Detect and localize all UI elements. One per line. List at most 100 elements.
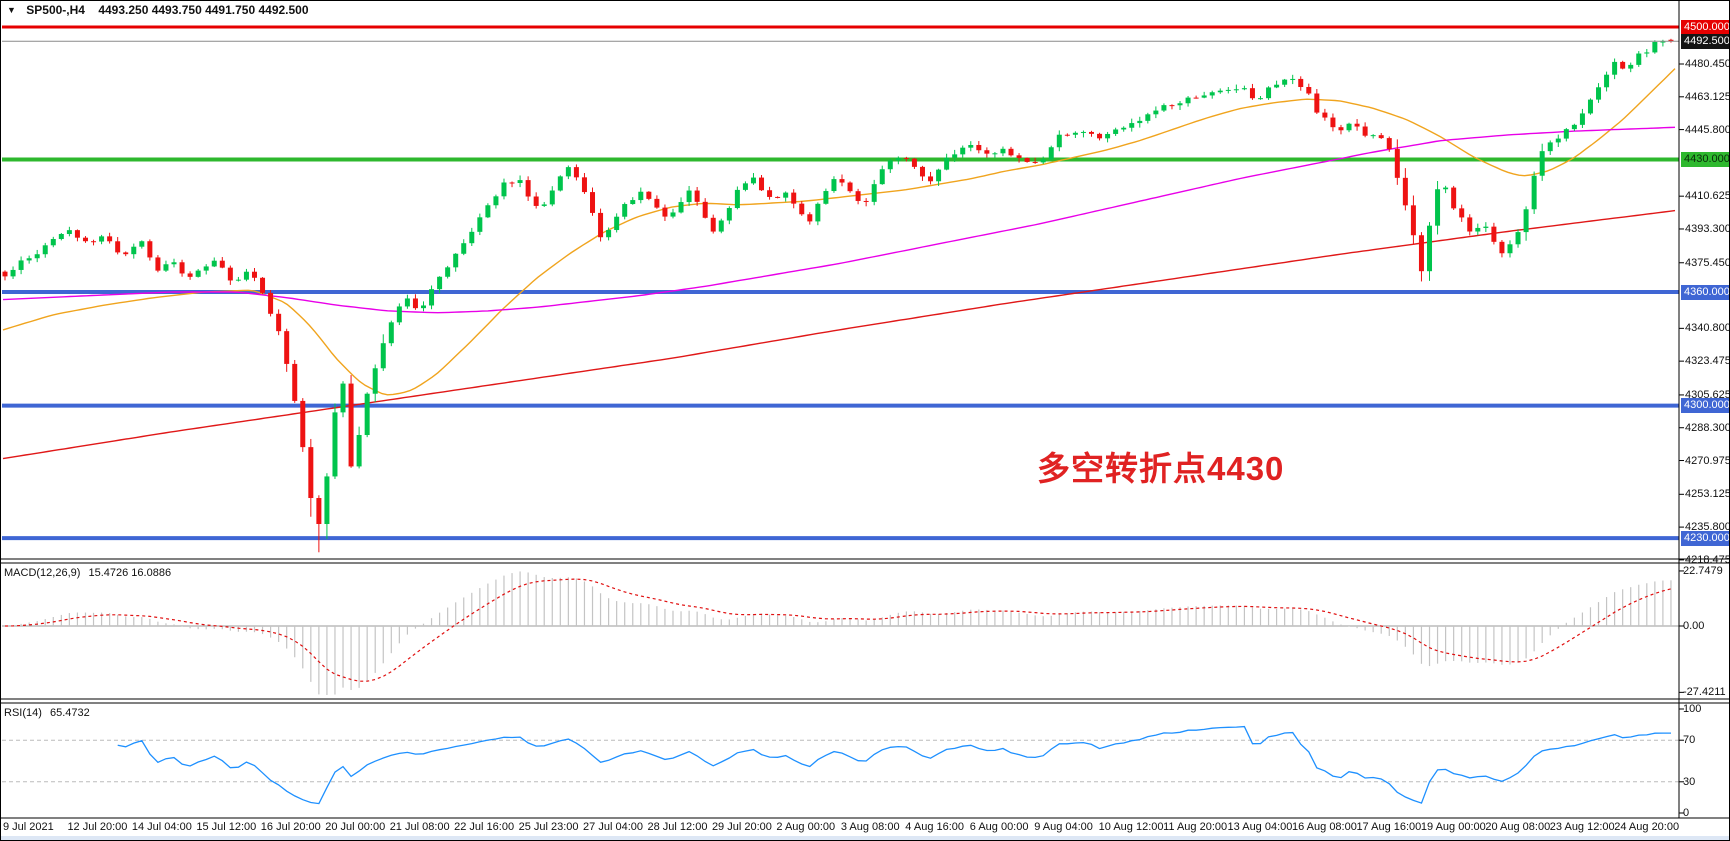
candle-body: [702, 201, 708, 218]
candle-body: [171, 262, 177, 265]
candle-body: [1121, 127, 1127, 130]
candle-body: [887, 160, 893, 170]
candle-body: [396, 306, 402, 323]
candle-body: [581, 177, 587, 193]
macd-plot: [2, 571, 1679, 695]
candle-body: [678, 202, 684, 213]
candle-body: [364, 393, 370, 436]
time-label-4: 16 Jul 20:00: [260, 821, 321, 833]
candle-body: [750, 177, 756, 184]
candle-body: [1097, 133, 1103, 139]
candle-body: [1435, 189, 1441, 226]
candle-body: [936, 169, 942, 182]
time-label-9: 27 Jul 04:00: [583, 821, 643, 833]
panel-borders: [1, 1, 1729, 819]
candle-body: [1612, 61, 1618, 75]
symbol-timeframe: SP500-,H4: [26, 3, 85, 17]
price-badge-4492.500: 4492.500: [1681, 33, 1729, 49]
macd-indicator-label: MACD(12,26,9) 15.4726 16.0886: [4, 567, 171, 579]
candle-body: [437, 276, 443, 290]
price-badge-4500.000: 4500.000: [1681, 19, 1729, 35]
candle-body: [1571, 124, 1577, 130]
candle-body: [686, 190, 692, 203]
candle-body: [1274, 84, 1280, 88]
candle-body: [1153, 110, 1159, 115]
rsi-indicator-label: RSI(14) 65.4732: [4, 707, 90, 719]
candle-body: [557, 176, 563, 191]
candle-body: [308, 447, 314, 499]
candle-body: [1209, 92, 1215, 96]
price-tick-4463.125: 4463.125: [1685, 90, 1730, 103]
candle-body: [654, 198, 660, 208]
candle-body: [1064, 134, 1070, 136]
candle-body: [179, 262, 185, 274]
candle-body: [421, 305, 426, 309]
candle-body: [598, 212, 604, 238]
price-tick-4445.800: 4445.800: [1685, 123, 1730, 136]
candle-body: [1072, 132, 1078, 135]
candle-body: [855, 191, 861, 201]
candle-body: [1427, 225, 1433, 272]
candle-body: [1378, 135, 1384, 139]
macd-name: MACD(12,26,9): [4, 567, 81, 579]
candle-body: [18, 260, 24, 270]
candle-body: [638, 191, 644, 201]
price-tick-4305.625: 4305.625: [1685, 388, 1730, 401]
time-label-6: 21 Jul 08:00: [389, 821, 450, 833]
candle-body: [903, 157, 909, 159]
candle-body: [147, 241, 153, 258]
candle-body: [115, 241, 121, 253]
candle-body: [525, 180, 531, 197]
candle-body: [300, 400, 306, 448]
candle-body: [718, 220, 724, 232]
candle-body: [863, 200, 869, 202]
candle-body: [759, 177, 765, 191]
candle-body: [1370, 135, 1376, 137]
rsi-tick-70: 70: [1683, 734, 1696, 747]
rsi-tick-100: 100: [1683, 703, 1702, 715]
time-label-24: 23 Aug 12:00: [1549, 821, 1615, 833]
candle-body: [1555, 138, 1561, 143]
candle-body: [461, 243, 467, 254]
time-label-5: 20 Jul 00:00: [325, 821, 386, 833]
candle-body: [1008, 148, 1014, 156]
candle-body: [630, 200, 636, 205]
candle-body: [1620, 61, 1626, 69]
candle-body: [1443, 187, 1449, 190]
candle-body: [1499, 241, 1505, 254]
candle-body: [1088, 131, 1094, 134]
rsi-value: 65.4732: [49, 707, 90, 719]
candle-body: [1290, 78, 1296, 80]
candle-body: [404, 298, 410, 307]
candle-body: [1531, 175, 1537, 210]
candle-body: [622, 204, 628, 217]
symbol-dropdown-icon[interactable]: ▼: [7, 5, 16, 15]
price-tick-4375.450: 4375.450: [1685, 256, 1730, 269]
candle-body: [163, 264, 169, 271]
candle-body: [992, 153, 998, 155]
candle-body: [573, 167, 579, 178]
candle-body: [187, 273, 193, 277]
rsi-name: RSI(14): [4, 707, 42, 719]
rsi-tick-30: 30: [1683, 775, 1696, 788]
candle-body: [1668, 39, 1674, 42]
horizontal-level-lines[interactable]: [2, 25, 1679, 541]
candle-body: [1016, 155, 1022, 158]
candle-body: [1402, 177, 1408, 206]
candle-body: [211, 260, 217, 267]
candle-body: [26, 258, 32, 261]
candle-body: [1539, 151, 1545, 176]
candle-body: [107, 236, 113, 242]
candle-body: [1032, 161, 1038, 163]
candle-body: [284, 331, 290, 364]
candle-body: [1515, 232, 1521, 245]
candle-body: [469, 231, 475, 244]
candle-body: [670, 212, 676, 217]
candle-body: [260, 277, 266, 293]
candle-body: [1105, 133, 1111, 139]
candle-body: [1161, 105, 1167, 111]
time-label-21: 17 Aug 16:00: [1356, 821, 1422, 833]
candle-body: [960, 147, 966, 155]
